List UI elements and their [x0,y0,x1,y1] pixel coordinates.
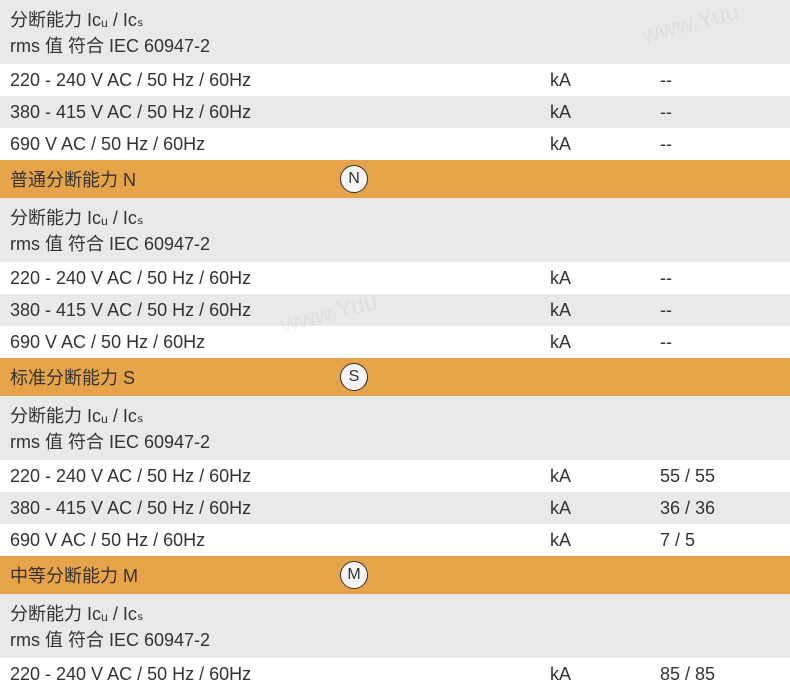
section-header-s: 标准分断能力 S S [0,358,790,396]
row-unit: kA [550,664,660,685]
data-row: 380 - 415 V AC / 50 Hz / 60Hz kA 36 / 36 [0,492,790,524]
row-unit: kA [550,466,660,487]
row-value: -- [660,134,780,155]
row-label: 220 - 240 V AC / 50 Hz / 60Hz [10,466,550,487]
s-icon: S [340,363,368,391]
row-label: 690 V AC / 50 Hz / 60Hz [10,530,550,551]
section-header-n: 普通分断能力 N N [0,160,790,198]
row-unit: kA [550,134,660,155]
m-icon: M [340,561,368,589]
data-row: 220 - 240 V AC / 50 Hz / 60Hz kA 85 / 85 [0,658,790,690]
data-row: 690 V AC / 50 Hz / 60Hz kA 7 / 5 [0,524,790,556]
row-value: -- [660,70,780,91]
header-line1: 分断能力 Iᴄᵤ / Iᴄₛ [10,204,550,230]
header-line1: 分断能力 Iᴄᵤ / Iᴄₛ [10,600,550,626]
data-row: 220 - 240 V AC / 50 Hz / 60Hz kA -- [0,262,790,294]
data-row: 220 - 240 V AC / 50 Hz / 60Hz kA -- [0,64,790,96]
row-label: 220 - 240 V AC / 50 Hz / 60Hz [10,664,550,685]
row-label: 220 - 240 V AC / 50 Hz / 60Hz [10,268,550,289]
header-line2: rms 值 符合 IEC 60947-2 [10,626,550,652]
row-label: 380 - 415 V AC / 50 Hz / 60Hz [10,300,550,321]
row-value: 36 / 36 [660,498,780,519]
header-line2: rms 值 符合 IEC 60947-2 [10,428,550,454]
header-line1: 分断能力 Iᴄᵤ / Iᴄₛ [10,6,550,32]
row-unit: kA [550,70,660,91]
n-icon: N [340,165,368,193]
header-line1: 分断能力 Iᴄᵤ / Iᴄₛ [10,402,550,428]
row-value: -- [660,268,780,289]
data-row: 380 - 415 V AC / 50 Hz / 60Hz kA -- [0,294,790,326]
row-unit: kA [550,102,660,123]
row-value: -- [660,300,780,321]
row-value: 7 / 5 [660,530,780,551]
row-value: -- [660,102,780,123]
row-label: 380 - 415 V AC / 50 Hz / 60Hz [10,102,550,123]
row-label: 220 - 240 V AC / 50 Hz / 60Hz [10,70,550,91]
section-subheader: 分断能力 Iᴄᵤ / Iᴄₛ rms 值 符合 IEC 60947-2 [0,594,790,658]
row-unit: kA [550,268,660,289]
row-value: -- [660,332,780,353]
header-line2: rms 值 符合 IEC 60947-2 [10,230,550,256]
row-value: 85 / 85 [660,664,780,685]
section-title: 标准分断能力 S [10,364,340,390]
header-line2: rms 值 符合 IEC 60947-2 [10,32,550,58]
data-row: 220 - 240 V AC / 50 Hz / 60Hz kA 55 / 55 [0,460,790,492]
row-label: 690 V AC / 50 Hz / 60Hz [10,134,550,155]
row-unit: kA [550,300,660,321]
row-unit: kA [550,530,660,551]
section-title: 普通分断能力 N [10,166,340,192]
data-row: 690 V AC / 50 Hz / 60Hz kA -- [0,128,790,160]
row-unit: kA [550,332,660,353]
data-row: 380 - 415 V AC / 50 Hz / 60Hz kA -- [0,96,790,128]
row-unit: kA [550,498,660,519]
section-subheader: 分断能力 Iᴄᵤ / Iᴄₛ rms 值 符合 IEC 60947-2 [0,396,790,460]
data-row: 690 V AC / 50 Hz / 60Hz kA -- [0,326,790,358]
row-label: 380 - 415 V AC / 50 Hz / 60Hz [10,498,550,519]
section-title: 中等分断能力 M [10,562,340,588]
row-value: 55 / 55 [660,466,780,487]
section-header-m: 中等分断能力 M M [0,556,790,594]
section-header-partial: 分断能力 Iᴄᵤ / Iᴄₛ rms 值 符合 IEC 60947-2 [0,0,790,64]
row-label: 690 V AC / 50 Hz / 60Hz [10,332,550,353]
section-subheader: 分断能力 Iᴄᵤ / Iᴄₛ rms 值 符合 IEC 60947-2 [0,198,790,262]
